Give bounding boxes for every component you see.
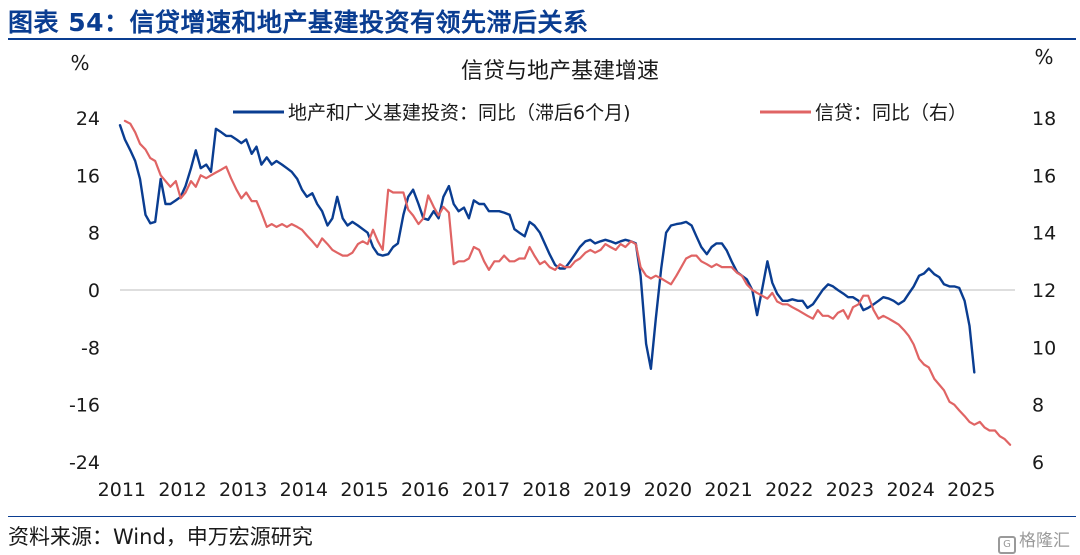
x-tick-label: 2021 [704, 479, 752, 501]
source-divider [8, 516, 1076, 517]
figure-header: 图表 54：信贷增速和地产基建投资有领先滞后关系 [0, 0, 1080, 40]
y-right-tick-label: 12 [1032, 280, 1056, 302]
right-axis-unit: % [1034, 45, 1053, 69]
y-left-tick-label: -8 [81, 337, 100, 359]
watermark-text: 格隆汇 [1019, 531, 1070, 551]
y-left-tick-label: -24 [69, 452, 100, 474]
y-right-tick-label: 14 [1032, 223, 1056, 245]
watermark: G 格隆汇 [998, 526, 1070, 554]
x-tick-label: 2015 [340, 479, 388, 501]
y-right-tick-label: 8 [1032, 395, 1044, 417]
series-lines [118, 119, 1012, 446]
chart: -24 -16 -8 0 8 16 24 6 8 10 12 14 16 18 2011 2012 2013 20… [69, 45, 1056, 501]
y-right-tick-label: 10 [1032, 337, 1056, 359]
x-tick-label: 2025 [947, 479, 995, 501]
y-right-tick-label: 16 [1032, 165, 1056, 187]
series-line-construction [118, 123, 976, 374]
y-left-tick-label: 24 [76, 108, 100, 130]
title-divider [8, 38, 1076, 40]
x-tick-label: 2011 [98, 479, 146, 501]
legend: 地产和广义基建投资：同比（滞后6个月) 信贷：同比（右） [233, 102, 967, 124]
y-left-tick-label: 8 [88, 223, 100, 245]
x-tick-label: 2024 [886, 479, 934, 501]
tick-labels: -24 -16 -8 0 8 16 24 6 8 10 12 14 16 18 2011 2012 2013 20… [69, 108, 1056, 501]
x-tick-label: 2017 [462, 479, 510, 501]
x-tick-label: 2023 [826, 479, 874, 501]
y-right-tick-label: 18 [1032, 108, 1056, 130]
left-axis-unit: % [70, 51, 89, 75]
x-tick-label: 2013 [219, 479, 267, 501]
series-line-credit [123, 119, 1012, 446]
watermark-logo-icon: G [998, 536, 1016, 554]
x-tick-label: 2016 [401, 479, 449, 501]
y-right-tick-label: 6 [1032, 452, 1044, 474]
x-tick-label: 2012 [158, 479, 206, 501]
x-tick-label: 2018 [522, 479, 570, 501]
chart-title: 信贷与地产基建增速 [461, 59, 659, 84]
x-tick-label: 2020 [644, 479, 692, 501]
x-tick-label: 2014 [280, 479, 328, 501]
source-note: 资料来源：Wind，申万宏源研究 [8, 525, 313, 549]
figure-title: 图表 54：信贷增速和地产基建投资有领先滞后关系 [8, 8, 589, 37]
x-tick-label: 2022 [765, 479, 813, 501]
x-tick-label: 2019 [583, 479, 631, 501]
y-left-tick-label: 16 [76, 165, 100, 187]
y-left-tick-label: -16 [69, 395, 100, 417]
legend-label-credit: 信贷：同比（右） [815, 102, 967, 124]
y-left-tick-label: 0 [88, 280, 100, 302]
legend-label-construction: 地产和广义基建投资：同比（滞后6个月) [288, 102, 631, 124]
